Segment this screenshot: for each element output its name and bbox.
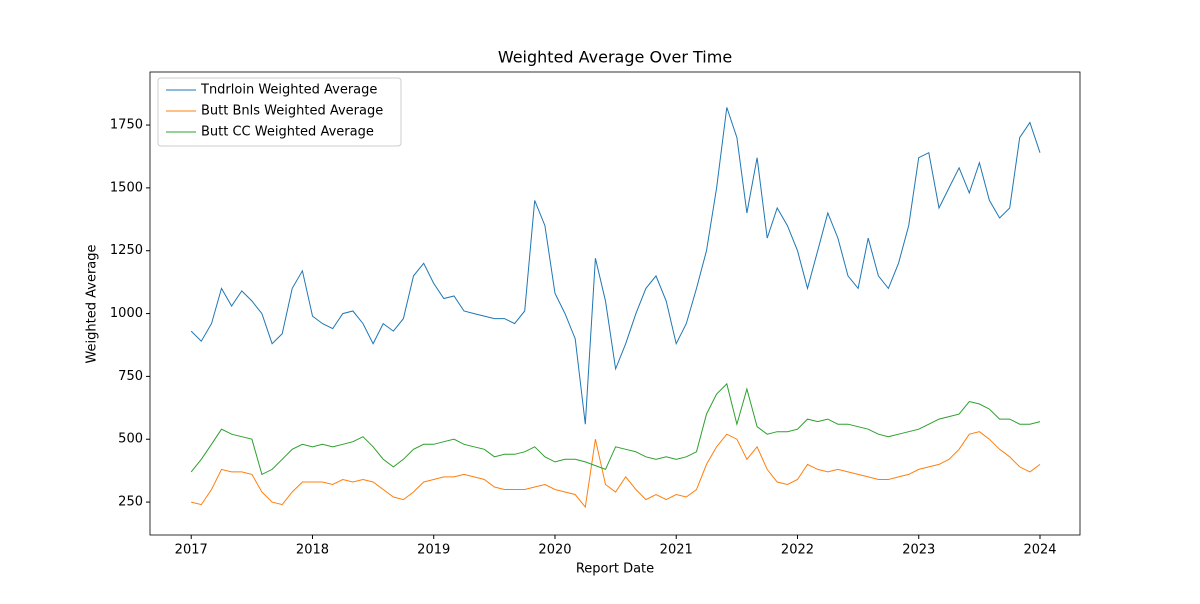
legend-box (157, 77, 402, 147)
x-tick-label: 2020 (538, 543, 571, 558)
y-axis-label: Weighted Average (85, 244, 100, 363)
legend-label: Butt CC Weighted Average (201, 125, 374, 140)
x-tick-label: 2021 (660, 543, 693, 558)
legend-label: Butt Bnls Weighted Average (201, 104, 383, 119)
y-tick-label: 1500 (110, 180, 143, 195)
x-tick-label: 2023 (902, 543, 935, 558)
y-tick-label: 750 (118, 369, 143, 384)
y-tick-label: 1250 (110, 243, 143, 258)
x-tick-label: 2018 (296, 543, 329, 558)
y-tick-label: 1000 (110, 306, 143, 321)
y-tick-label: 500 (118, 432, 143, 447)
x-tick-label: 2024 (1023, 543, 1056, 558)
chart-title: Weighted Average Over Time (498, 48, 732, 67)
y-tick-label: 1750 (110, 118, 143, 133)
series-line (190, 107, 1041, 425)
plot-frame (149, 71, 1081, 536)
y-tick-label: 250 (118, 495, 143, 510)
x-tick-label: 2022 (781, 543, 814, 558)
x-tick-label: 2019 (417, 543, 450, 558)
x-tick-label: 2017 (175, 543, 208, 558)
x-axis-label: Report Date (576, 562, 654, 577)
legend-label: Tndrloin Weighted Average (200, 83, 377, 98)
series-line (191, 431, 1041, 509)
series-line (190, 382, 1041, 476)
